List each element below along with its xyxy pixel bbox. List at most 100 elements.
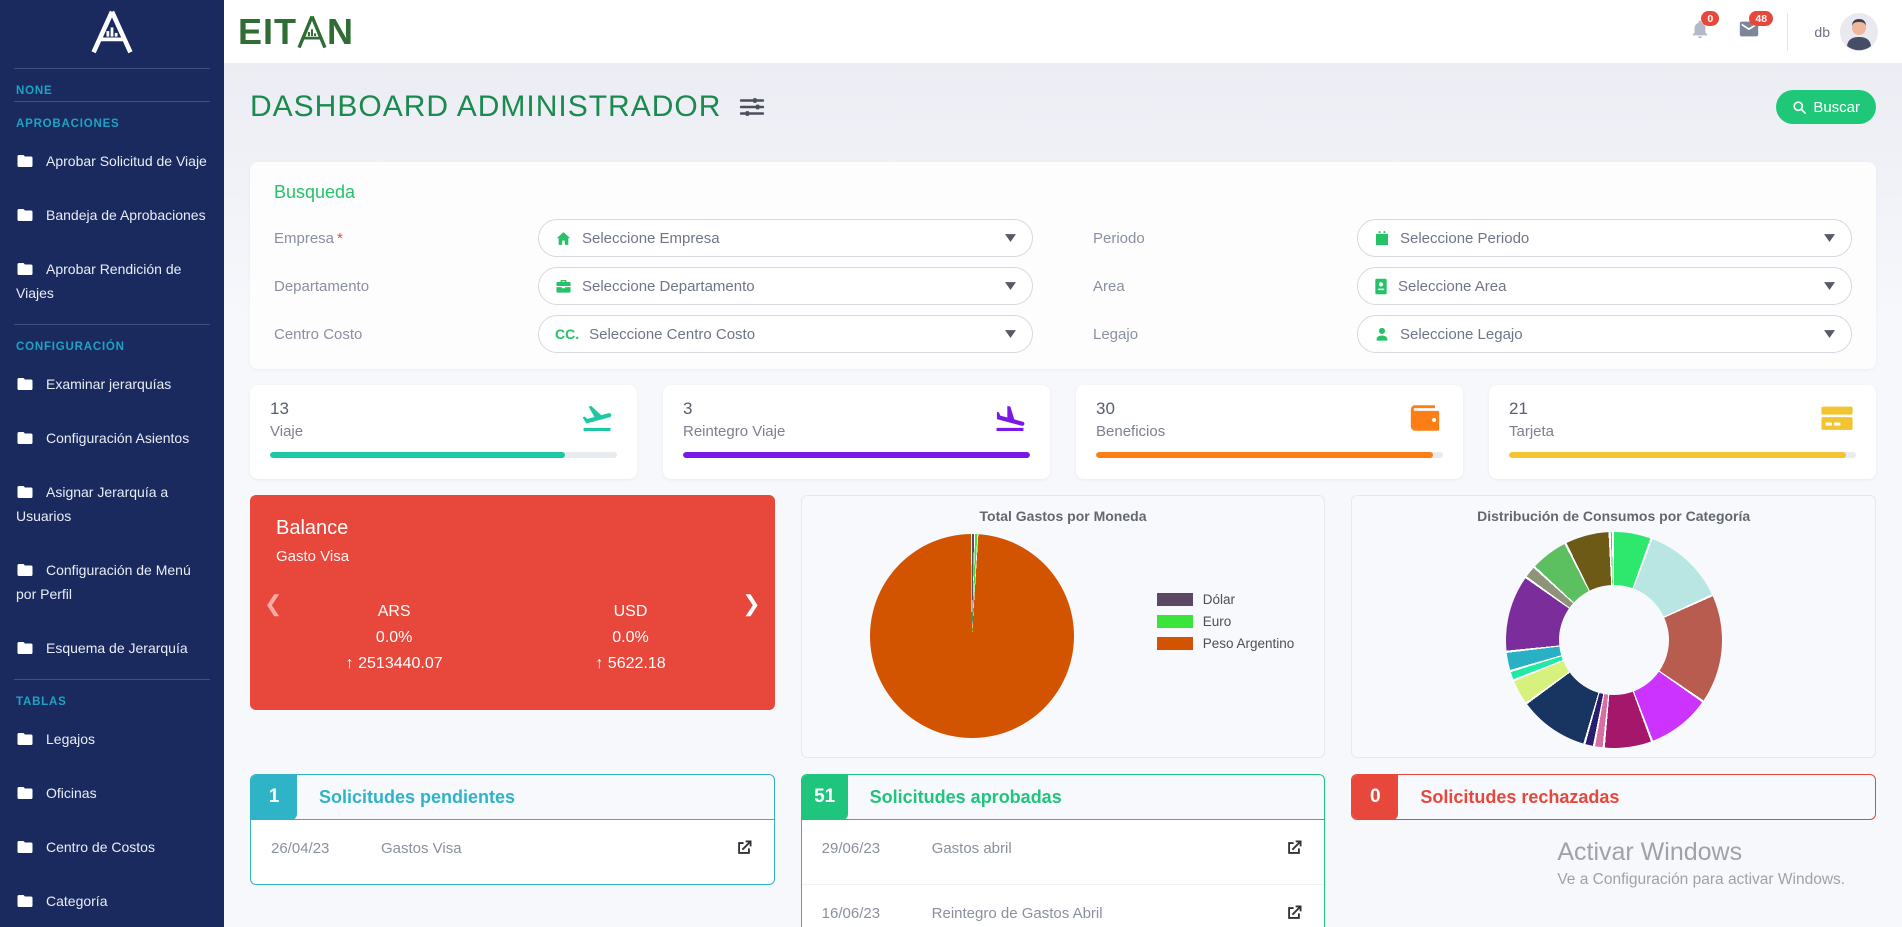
- stat-label: Viaje: [270, 423, 304, 440]
- legend-swatch: [1156, 593, 1193, 606]
- count-badge: 0: [1352, 775, 1399, 819]
- legend-item-dolar[interactable]: Dólar: [1156, 592, 1295, 607]
- row-date: 29/06/23: [821, 839, 881, 857]
- request-row[interactable]: 29/06/23 Gastos abril: [802, 820, 1325, 884]
- folder-icon: [17, 378, 33, 390]
- balance-amount: 2513440.07: [358, 655, 443, 672]
- legend-item-euro[interactable]: Euro: [1156, 614, 1295, 629]
- sidebar-item-label: Aprobar Solicitud de Viaje: [46, 153, 207, 169]
- brand-text-left: EIT: [238, 10, 298, 52]
- sidebar-divider: [14, 679, 210, 680]
- stats-row: 13 Viaje 3 Reintegro Viaje 30 Beneficios: [250, 385, 1876, 479]
- select-placeholder: Seleccione Departamento: [582, 277, 755, 295]
- company-logo[interactable]: [0, 0, 224, 64]
- sidebar-item-asignar-jerarquia[interactable]: Asignar Jerarquía a Usuarios: [0, 465, 224, 543]
- donut-chart[interactable]: [1505, 532, 1722, 748]
- stat-label: Beneficios: [1096, 423, 1166, 440]
- empresa-select[interactable]: Seleccione Empresa: [538, 219, 1033, 257]
- topbar-divider: [1787, 12, 1789, 51]
- avatar-image: [1840, 12, 1878, 51]
- calendar-icon: [1376, 230, 1388, 245]
- mail-badge: 48: [1749, 11, 1774, 26]
- carousel-next-button[interactable]: ❯: [742, 591, 761, 616]
- open-request-button[interactable]: [1284, 903, 1304, 923]
- departamento-select[interactable]: Seleccione Departamento: [538, 267, 1033, 305]
- request-row[interactable]: 16/06/23 Reintegro de Gastos Abril: [801, 884, 1325, 927]
- sidebar-item-configuracion-menu[interactable]: Configuración de Menú por Perfil: [0, 543, 224, 621]
- topbar: EIT N 0 48 db: [224, 0, 1902, 64]
- sliders-icon[interactable]: [739, 94, 765, 120]
- stat-progress: [270, 452, 617, 458]
- request-row[interactable]: 26/04/23 Gastos Visa: [251, 820, 774, 884]
- sidebar-item-centro-de-costos[interactable]: Centro de Costos: [0, 820, 224, 874]
- rejected-requests-header: 0 Solicitudes rechazadas: [1351, 774, 1876, 820]
- stat-label: Reintegro Viaje: [683, 423, 786, 440]
- legend-item-peso-argentino[interactable]: Peso Argentino: [1156, 636, 1294, 651]
- field-label-centro-costo: Centro Costo: [274, 325, 363, 343]
- brand-logo[interactable]: EIT N: [238, 10, 354, 52]
- chevron-down-icon: [1005, 330, 1016, 338]
- sidebar-section-tablas: TABLAS: [16, 696, 67, 708]
- periodo-select[interactable]: Seleccione Periodo: [1357, 219, 1852, 257]
- stat-progress: [683, 452, 1030, 458]
- folder-icon: [17, 155, 33, 167]
- notifications-bell-button[interactable]: 0: [1689, 11, 1720, 45]
- avatar[interactable]: [1840, 12, 1878, 51]
- balance-title: Balance: [276, 517, 349, 539]
- sidebar-item-esquema-jerarquia[interactable]: Esquema de Jerarquía: [0, 621, 224, 675]
- folder-icon: [17, 209, 33, 221]
- sidebar-item-examinar-jerarquias[interactable]: Examinar jerarquías: [0, 357, 224, 411]
- sidebar-item-bandeja-aprobaciones[interactable]: Bandeja de Aprobaciones: [0, 188, 224, 242]
- stat-value: 13: [270, 399, 289, 418]
- sidebar-item-label: Asignar Jerarquía a Usuarios: [16, 484, 169, 524]
- user-name: db: [1814, 23, 1830, 40]
- area-select[interactable]: Seleccione Area: [1357, 267, 1852, 305]
- sidebar-item-aprobar-solicitud[interactable]: Aprobar Solicitud de Viaje: [0, 134, 224, 188]
- sidebar-divider: [14, 101, 210, 102]
- stat-card-tarjeta[interactable]: 21 Tarjeta: [1489, 385, 1876, 479]
- balance-entry-usd: USD 0.0% ↑ 5622.18: [512, 599, 748, 677]
- legajo-select[interactable]: Seleccione Legajo: [1357, 315, 1852, 353]
- balance-percent: 0.0%: [375, 629, 413, 646]
- pie-chart[interactable]: [869, 534, 1074, 738]
- pie-legend: Dólar Euro Peso Argentino: [1156, 592, 1295, 658]
- balance-percent: 0.0%: [612, 629, 649, 646]
- sidebar-item-label: Aprobar Rendición de Viajes: [16, 261, 182, 301]
- open-request-button[interactable]: [1284, 838, 1304, 858]
- count-badge: 1: [251, 775, 297, 819]
- messages-button[interactable]: 48: [1737, 11, 1774, 45]
- rejected-requests-card: 0 Solicitudes rechazadas Activar Windows…: [1351, 774, 1876, 888]
- stat-card-viaje[interactable]: 13 Viaje: [250, 385, 637, 479]
- search-panel: Busqueda Empresa * Seleccione Empresa Per…: [250, 162, 1876, 369]
- page-title: DASHBOARD ADMINISTRADOR: [250, 90, 722, 123]
- sidebar-item-aprobar-rendicion[interactable]: Aprobar Rendición de Viajes: [0, 242, 224, 320]
- folder-icon: [17, 787, 33, 799]
- row-date: 16/06/23: [821, 904, 881, 922]
- sidebar-item-categoria[interactable]: Categoría: [0, 874, 224, 927]
- centro-costo-select[interactable]: CC. Seleccione Centro Costo: [538, 315, 1033, 353]
- approved-requests-card: 51 Solicitudes aprobadas 29/06/23 Gastos…: [800, 774, 1326, 927]
- sidebar-item-oficinas[interactable]: Oficinas: [0, 766, 224, 820]
- legend-swatch: [1156, 615, 1193, 628]
- sidebar-item-legajos[interactable]: Legajos: [0, 712, 224, 766]
- cc-text-icon: CC.: [555, 326, 580, 342]
- stat-card-reintegro-viaje[interactable]: 3 Reintegro Viaje: [663, 385, 1050, 479]
- balance-currency: USD: [613, 603, 648, 620]
- legend-label: Euro: [1202, 614, 1232, 629]
- sidebar-item-label: Oficinas: [46, 785, 97, 801]
- select-placeholder: Seleccione Centro Costo: [589, 325, 756, 343]
- count-badge: 51: [801, 775, 848, 819]
- row-text: Reintegro de Gastos Abril: [931, 904, 1103, 922]
- sidebar-item-configuracion-asientos[interactable]: Configuración Asientos: [0, 411, 224, 465]
- open-request-button[interactable]: [734, 838, 754, 858]
- carousel-prev-button[interactable]: ❮: [264, 591, 283, 616]
- bell-badge: 0: [1701, 11, 1720, 26]
- buscar-button[interactable]: Buscar: [1776, 90, 1876, 124]
- external-link-icon: [737, 840, 752, 854]
- main-content: DASHBOARD ADMINISTRADOR Buscar Busqueda …: [224, 64, 1902, 927]
- brand-logo-a-icon: [297, 15, 327, 48]
- stat-card-beneficios[interactable]: 30 Beneficios: [1076, 385, 1463, 479]
- folder-icon: [17, 841, 33, 853]
- arrow-up-icon: ↑: [345, 655, 359, 672]
- user-menu[interactable]: db: [1814, 12, 1878, 51]
